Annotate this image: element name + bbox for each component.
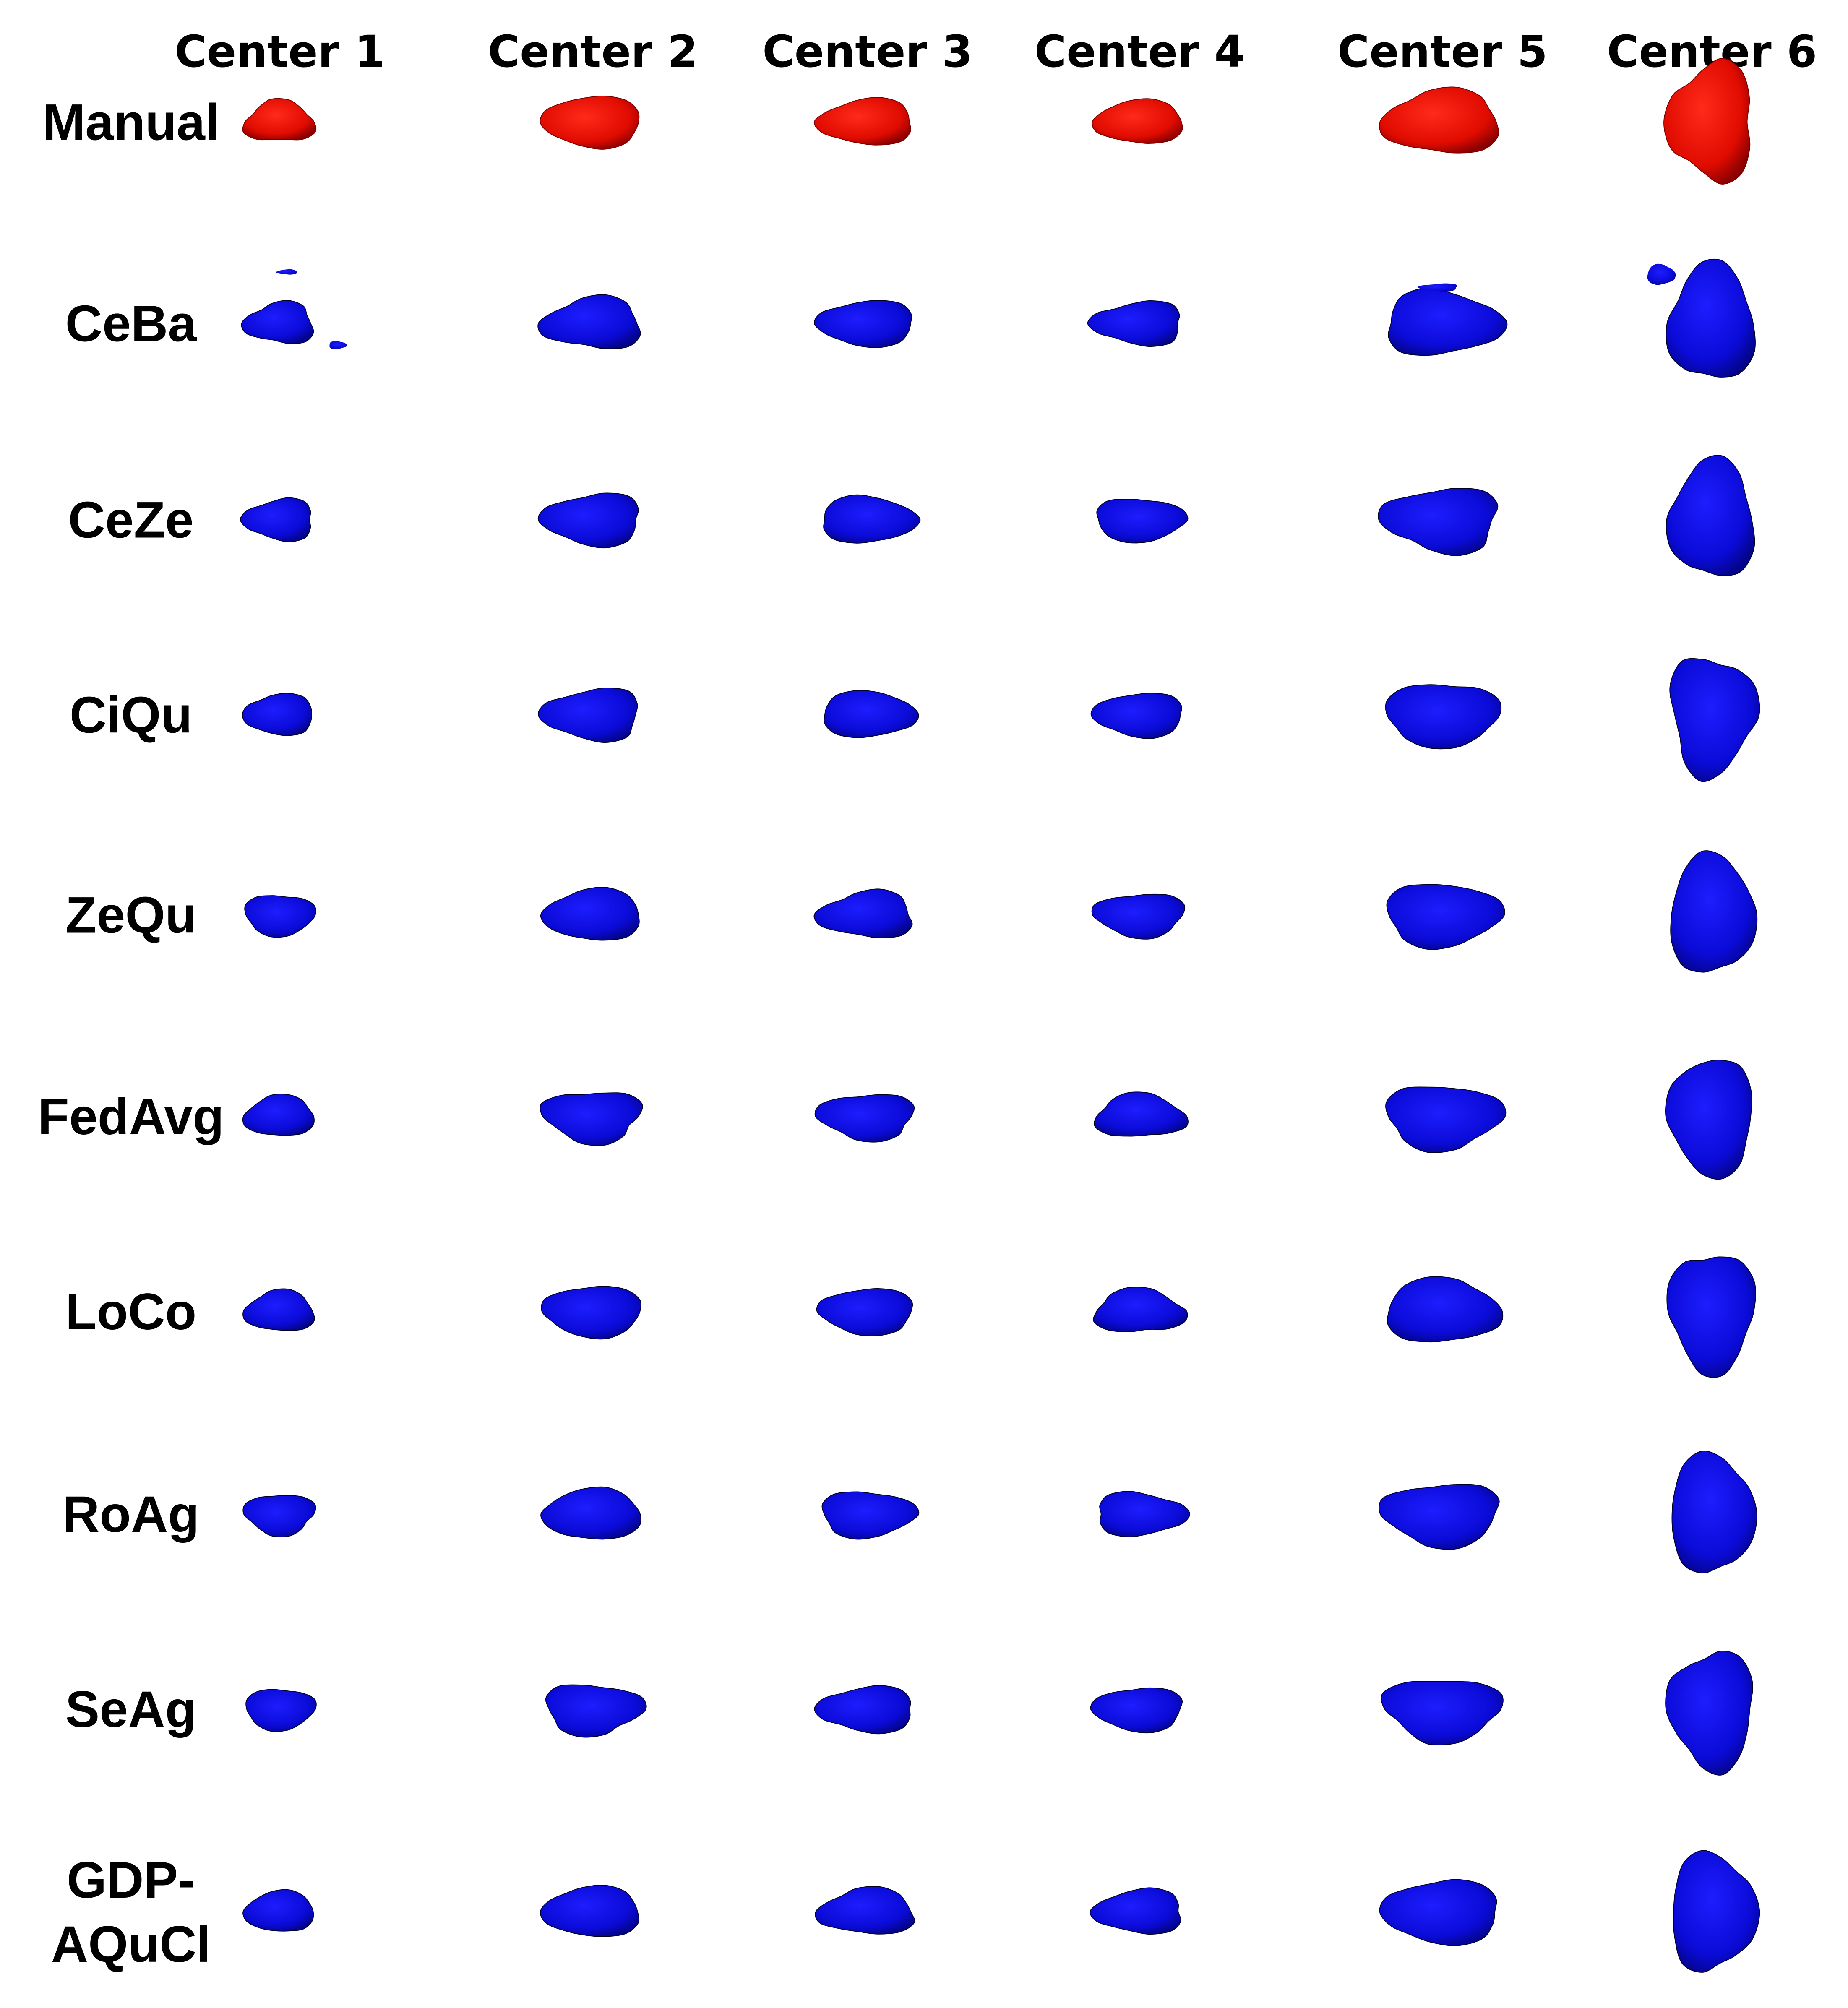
segmentation-render <box>816 1288 913 1336</box>
segmentation-render <box>242 1889 314 1932</box>
segmentation-render <box>1099 1491 1190 1537</box>
row-label: FedAvg <box>38 1088 224 1145</box>
column-headers: Center 1 Center 2 Center 3 Center 4 Center 5… <box>175 26 1817 77</box>
segmentation-fragment <box>1417 283 1458 292</box>
row-label: GDP- <box>67 1851 195 1909</box>
segmentation-render <box>1379 1484 1500 1550</box>
segmentation-render <box>1379 1879 1497 1946</box>
segmentation-render <box>1665 1060 1752 1180</box>
segmentation-render <box>1092 98 1183 144</box>
segmentation-render <box>1386 884 1505 950</box>
row-label: Manual <box>42 93 219 151</box>
row-label: CeZe <box>68 491 193 549</box>
segmentation-render <box>1666 258 1756 378</box>
segmentation-render <box>1663 58 1751 185</box>
segmentation-render <box>537 294 641 349</box>
segmentation-render <box>1379 86 1499 154</box>
segmentation-render <box>813 888 913 938</box>
segmentation-render <box>1385 684 1502 750</box>
segmentation-render <box>1669 658 1760 782</box>
column-header: Center 5 <box>1337 26 1548 77</box>
segmentation-render <box>242 1094 315 1136</box>
segmentation-render <box>821 1491 920 1540</box>
row-label: LoCo <box>65 1283 197 1340</box>
segmentation-render <box>242 1495 316 1538</box>
segmentation-render <box>1096 498 1189 544</box>
segmentation-render <box>1665 1651 1753 1776</box>
segmentation-render <box>1094 1091 1189 1137</box>
row-label: RoAg <box>63 1485 199 1543</box>
row-label: CiQu <box>70 686 192 744</box>
segmentation-render <box>1087 300 1180 347</box>
segmentation-fragment <box>1647 263 1676 285</box>
segmentation-render <box>245 1689 317 1732</box>
segmentation-render <box>1387 1276 1504 1343</box>
segmentation-render <box>242 98 317 141</box>
segmentation-render <box>242 693 312 736</box>
segmentation-render <box>1666 1256 1756 1378</box>
column-header: Center 3 <box>762 26 972 77</box>
segmentation-render <box>540 1885 640 1937</box>
segmentation-render <box>823 494 921 544</box>
segmentation-render <box>824 690 919 738</box>
row-label: AQuCl <box>51 1915 211 1973</box>
segmentation-render <box>1093 1287 1188 1332</box>
segmentation-render <box>814 300 912 348</box>
segmentation-render <box>1388 287 1508 356</box>
segmentation-render <box>540 1092 643 1146</box>
segmentation-render <box>537 492 639 549</box>
segmentation-render <box>813 97 912 146</box>
row-label: ZeQu <box>65 886 197 944</box>
column-header: Center 2 <box>488 26 698 77</box>
segmentation-render <box>1385 1086 1507 1153</box>
row-label: SeAg <box>65 1680 197 1738</box>
segmentation-render <box>1671 1450 1757 1573</box>
renderings <box>240 58 1760 1973</box>
segmentation-render <box>1381 1681 1504 1746</box>
segmentation-render <box>244 895 316 938</box>
segmentation-render <box>241 300 314 344</box>
segmentation-render <box>815 1886 915 1935</box>
row-labels: Manual CeBa CeZe CiQu ZeQu FedAvg LoCo RoAg SeAg… <box>38 93 224 1972</box>
segmentation-render <box>1378 488 1499 556</box>
segmentation-render <box>545 1684 647 1738</box>
segmentation-render <box>540 1486 641 1540</box>
segmentation-render <box>240 497 311 542</box>
segmentation-render <box>1090 1687 1183 1734</box>
segmentation-render <box>538 688 638 743</box>
segmentation-render <box>814 1094 915 1143</box>
segmentation-render <box>1670 850 1758 973</box>
row-label: CeBa <box>65 295 197 352</box>
segmentation-render <box>541 1286 641 1340</box>
segmentation-render <box>242 1288 315 1331</box>
segmentation-render <box>540 887 640 941</box>
segmentation-render <box>1090 693 1182 739</box>
segmentation-fragment <box>276 269 297 275</box>
column-header: Center 4 <box>1035 26 1245 77</box>
segmentation-render <box>1666 455 1755 576</box>
segmentation-render <box>1090 1887 1181 1935</box>
column-header: Center 1 <box>175 26 385 77</box>
segmentation-render <box>540 96 640 150</box>
segmentation-render <box>1091 893 1186 940</box>
segmentation-fragment <box>329 341 347 349</box>
segmentation-render <box>1673 1850 1760 1973</box>
segmentation-render <box>814 1685 911 1735</box>
